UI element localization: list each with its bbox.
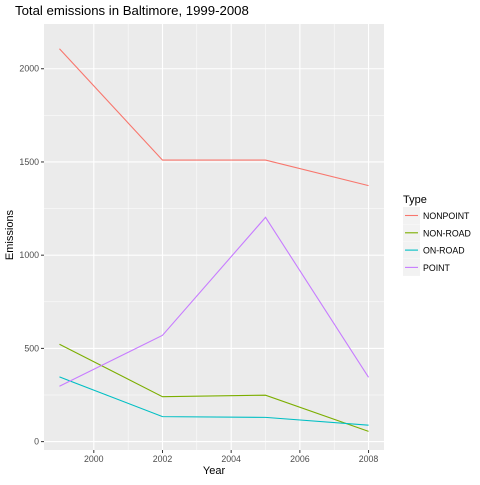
chart-title: Total emissions in Baltimore, 1999-2008 (15, 3, 249, 18)
legend-label: ON-ROAD (423, 246, 465, 256)
y-tick-label: 2000 (19, 64, 39, 74)
panel-background (44, 24, 384, 450)
series-lines (59, 48, 370, 432)
grid-lines (44, 24, 384, 450)
series-line-non-road (59, 343, 369, 432)
series-line-on-road (59, 376, 369, 426)
series-line-point (59, 216, 370, 387)
legend-label: NONPOINT (423, 211, 470, 221)
y-axis-label: Emissions (4, 209, 16, 260)
x-tick-label: 2004 (221, 454, 241, 464)
y-tick-label: 500 (24, 343, 39, 353)
x-tick-label: 2008 (359, 454, 379, 464)
x-tick-label: 2000 (84, 454, 104, 464)
x-tick-label: 2002 (153, 454, 173, 464)
axes: 2000 2002 2004 2006 2008 0 500 1000 1500 2000 (19, 64, 378, 464)
y-tick-label: 0 (34, 437, 39, 447)
series-line-nonpoint (59, 48, 369, 187)
legend: Type NONPOINT NON-ROAD ON-ROAD POINT (403, 194, 471, 276)
x-tick-label: 2006 (290, 454, 310, 464)
legend-label: NON-ROAD (423, 228, 471, 238)
x-axis-label: Year (203, 465, 226, 477)
legend-title: Type (403, 194, 427, 206)
y-tick-label: 1000 (19, 250, 39, 260)
y-tick-label: 1500 (19, 157, 39, 167)
legend-label: POINT (423, 263, 451, 273)
plot-panel (44, 24, 384, 450)
